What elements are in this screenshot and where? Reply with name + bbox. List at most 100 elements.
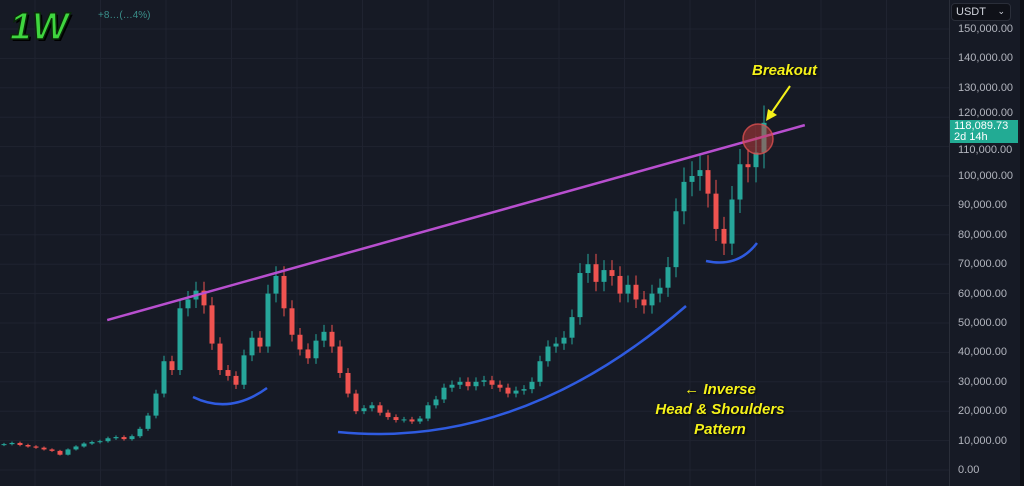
candle-body [81, 443, 87, 447]
candle-body [441, 387, 447, 400]
candle-body [529, 381, 535, 390]
candle [641, 290, 647, 314]
candle [241, 349, 247, 390]
candle [137, 426, 143, 438]
candle [561, 331, 567, 350]
candle [209, 297, 215, 350]
candle [449, 380, 455, 392]
candle [225, 365, 231, 381]
candle-body [545, 346, 551, 362]
candle-body [89, 442, 95, 444]
candle-body [729, 199, 735, 244]
candle [185, 290, 191, 317]
last-price-label: 118,089.73 2d 14h [950, 120, 1018, 143]
candle-body [177, 308, 183, 371]
candle-body [721, 228, 727, 244]
candle-body [97, 441, 103, 443]
candle [161, 355, 167, 398]
candle-body [673, 211, 679, 268]
candle [529, 377, 535, 394]
candle-body [41, 447, 47, 450]
candle [497, 380, 503, 392]
candle-body [33, 446, 39, 448]
candle-body [241, 355, 247, 385]
candle [577, 263, 583, 325]
candle [321, 324, 327, 348]
candle [41, 446, 47, 451]
candle-body [561, 337, 567, 344]
candle-body [169, 361, 175, 371]
price-tick: 150,000.00 [958, 23, 1014, 35]
price-tick: 90,000.00 [958, 199, 1007, 212]
price-tick: 140,000.00 [958, 52, 1014, 65]
candle [601, 260, 607, 292]
candle [121, 435, 127, 441]
candle-body [361, 408, 367, 412]
candle [609, 260, 615, 286]
resistance-trendline[interactable] [106, 123, 806, 322]
candle [537, 355, 543, 387]
candle-body [129, 436, 135, 440]
candle-body [465, 381, 471, 387]
candle [49, 448, 55, 452]
scrollbar[interactable] [1020, 0, 1024, 486]
candle-body [217, 343, 223, 371]
candle-body [577, 273, 583, 318]
candle [105, 436, 111, 443]
head-curve [337, 305, 687, 436]
candle-body [481, 380, 487, 382]
candle-body [385, 412, 391, 418]
price-axis[interactable]: 150,000.00 140,000.00 130,000.00 120,000.00… [949, 0, 1021, 486]
candle-body [425, 405, 431, 419]
candle [401, 416, 407, 423]
candle-body [505, 387, 511, 394]
candle-body [713, 193, 719, 229]
candle [697, 155, 703, 191]
candle-body [569, 317, 575, 338]
candle-body [321, 331, 327, 341]
candle [545, 340, 551, 367]
candle-body [753, 152, 759, 168]
candle [249, 331, 255, 362]
candle-body [17, 442, 23, 446]
candle [689, 161, 695, 197]
candle [297, 327, 303, 356]
pattern-line-1: Inverse [703, 381, 756, 398]
candle [329, 324, 335, 353]
candle-body [737, 164, 743, 200]
candle [393, 414, 399, 423]
candle-body [417, 418, 423, 422]
candle [473, 377, 479, 391]
candle-body [281, 275, 287, 309]
candle [129, 434, 135, 441]
currency-select[interactable]: USDT ⌄ [951, 3, 1011, 21]
candle [649, 284, 655, 314]
candle-body [593, 264, 599, 282]
candle [521, 385, 527, 395]
candle-body [25, 445, 31, 447]
price-chart[interactable] [0, 0, 949, 486]
price-tick: 60,000.00 [958, 287, 1007, 300]
candle-body [113, 437, 119, 439]
candle [369, 402, 375, 412]
candle [553, 337, 559, 353]
candle-body [409, 419, 415, 422]
candle [657, 278, 663, 303]
candle-body [369, 405, 375, 409]
candle [305, 343, 311, 364]
candle-body [513, 390, 519, 394]
candle-body [449, 384, 455, 388]
breakout-label: Breakout [752, 62, 818, 79]
candle [729, 185, 735, 255]
left-arrow-icon: ← [684, 381, 700, 398]
candle [569, 309, 575, 345]
candle-body [705, 170, 711, 194]
breakout-circle [742, 123, 774, 155]
candle [361, 405, 367, 415]
candle [113, 435, 119, 440]
candle-body [225, 370, 231, 376]
candle [481, 375, 487, 387]
candle [745, 148, 751, 183]
candle [73, 445, 79, 451]
price-tick: 130,000.00 [958, 81, 1014, 94]
